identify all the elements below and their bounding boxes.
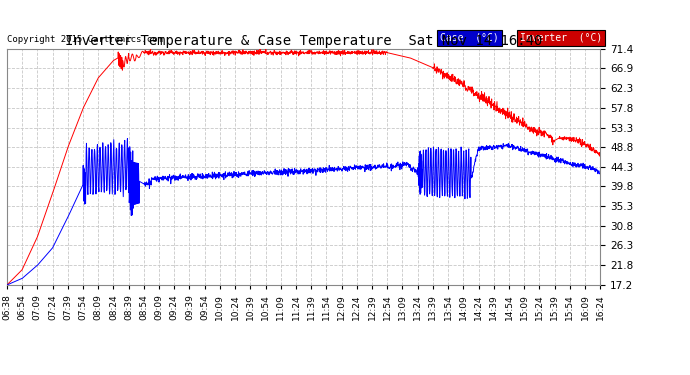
Title: Inverter Temperature & Case Temperature  Sat Nov 14 16:40: Inverter Temperature & Case Temperature …: [65, 34, 542, 48]
Text: Inverter  (°C): Inverter (°C): [520, 33, 602, 43]
Text: Copyright 2015 Cartronics.com: Copyright 2015 Cartronics.com: [7, 35, 163, 44]
Text: Case  (°C): Case (°C): [440, 33, 499, 43]
